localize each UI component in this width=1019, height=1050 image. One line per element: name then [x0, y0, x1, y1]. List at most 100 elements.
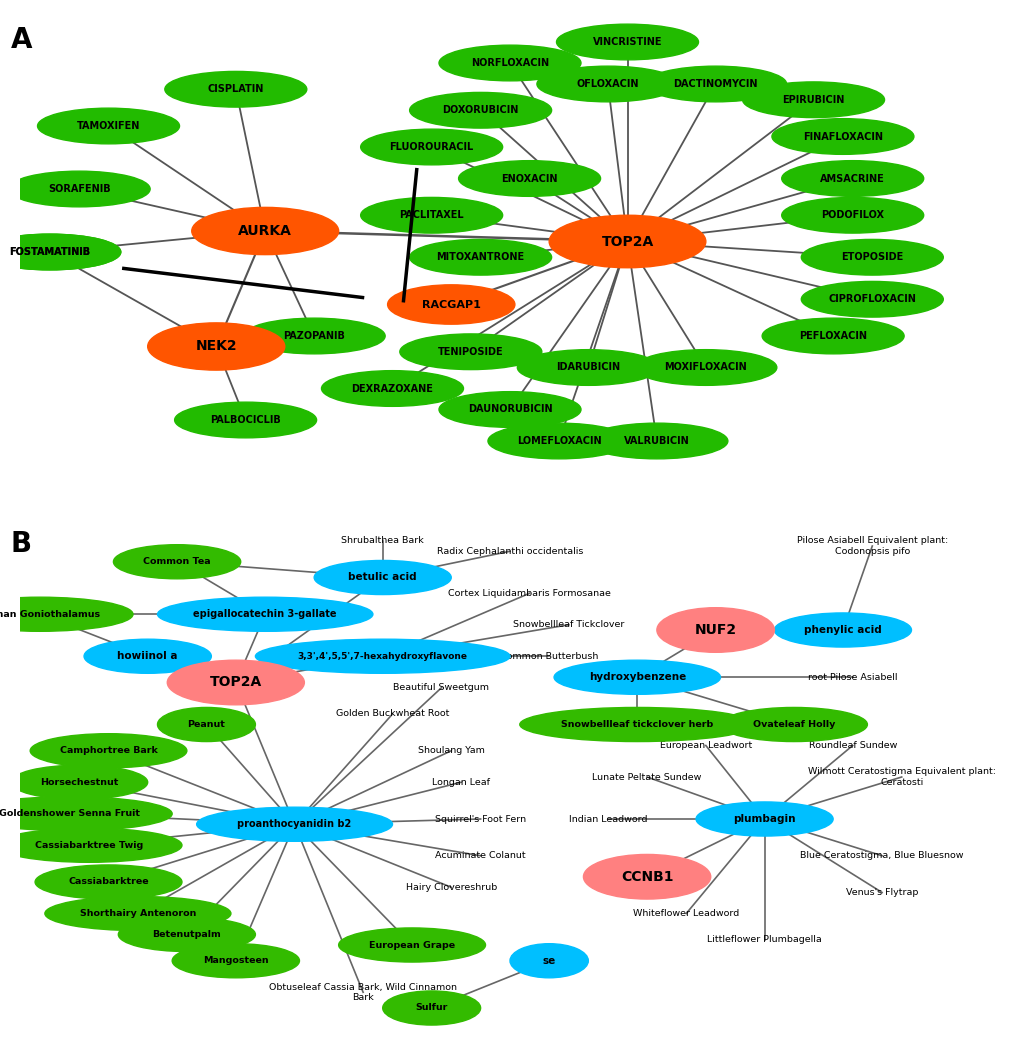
Text: FOSTAMATINIB: FOSTAMATINIB [9, 247, 91, 257]
Text: Lunate Peltate Sundew: Lunate Peltate Sundew [592, 773, 701, 781]
Text: MOXIFLOXACIN: MOXIFLOXACIN [663, 362, 747, 373]
Ellipse shape [399, 334, 541, 370]
Text: plumbagin: plumbagin [733, 814, 795, 824]
Ellipse shape [644, 66, 786, 102]
Text: phenylic acid: phenylic acid [803, 625, 881, 635]
Text: EPIRUBICIN: EPIRUBICIN [782, 94, 844, 105]
Ellipse shape [0, 234, 120, 270]
Text: PEFLOXACIN: PEFLOXACIN [798, 331, 866, 341]
Ellipse shape [31, 734, 186, 768]
Text: NEK2: NEK2 [196, 339, 236, 354]
Ellipse shape [742, 82, 883, 118]
Text: VINCRISTINE: VINCRISTINE [592, 37, 661, 47]
Text: Shorthairy Antenoron: Shorthairy Antenoron [79, 909, 196, 918]
Text: AURKA: AURKA [238, 224, 291, 238]
Text: TOP2A: TOP2A [601, 234, 653, 249]
Ellipse shape [118, 918, 255, 951]
Text: ETOPOSIDE: ETOPOSIDE [841, 252, 903, 262]
Ellipse shape [536, 66, 679, 102]
Ellipse shape [321, 371, 463, 406]
Text: Camphortree Bark: Camphortree Bark [59, 747, 157, 755]
Ellipse shape [148, 323, 284, 371]
Text: Beautiful Sweetgum: Beautiful Sweetgum [393, 684, 489, 692]
Ellipse shape [556, 24, 698, 60]
Text: epigallocatechin 3-gallate: epigallocatechin 3-gallate [194, 609, 336, 620]
Text: PALBOCICLIB: PALBOCICLIB [210, 415, 280, 425]
Text: VALRUBICIN: VALRUBICIN [624, 436, 689, 446]
Text: Hairy Clovereshrub: Hairy Clovereshrub [406, 883, 496, 891]
Ellipse shape [801, 239, 943, 275]
Text: DAUNORUBICIN: DAUNORUBICIN [468, 404, 551, 415]
Ellipse shape [510, 944, 588, 978]
Text: OFLOXACIN: OFLOXACIN [576, 79, 639, 89]
Text: Golden Buckwheat Root: Golden Buckwheat Root [335, 710, 448, 718]
Ellipse shape [438, 45, 581, 81]
Text: TENIPOSIDE: TENIPOSIDE [437, 346, 503, 357]
Text: B: B [10, 530, 32, 559]
Text: root Pilose Asiabell: root Pilose Asiabell [807, 673, 897, 681]
Ellipse shape [761, 318, 903, 354]
Ellipse shape [243, 318, 385, 354]
Text: PAZOPANIB: PAZOPANIB [283, 331, 344, 341]
Ellipse shape [583, 855, 710, 899]
Text: NORFLOXACIN: NORFLOXACIN [471, 58, 548, 68]
Text: Acuminate Colanut: Acuminate Colanut [435, 852, 526, 860]
Ellipse shape [10, 765, 148, 799]
Text: Common Tea: Common Tea [143, 558, 211, 566]
Ellipse shape [174, 402, 316, 438]
Text: Mangosteen: Mangosteen [203, 957, 268, 965]
Ellipse shape [338, 928, 485, 962]
Ellipse shape [192, 208, 338, 255]
Text: RACGAP1: RACGAP1 [422, 299, 480, 310]
Text: Indian Leadword: Indian Leadword [569, 815, 646, 823]
Text: se: se [542, 956, 555, 966]
Text: Peanut: Peanut [187, 720, 225, 729]
Text: SORAFENIB: SORAFENIB [48, 184, 110, 194]
Text: NUF2: NUF2 [694, 623, 736, 637]
Text: Blue Ceratostigma, Blue Bluesnow: Blue Ceratostigma, Blue Bluesnow [800, 852, 963, 860]
Text: Betenutpalm: Betenutpalm [152, 930, 221, 939]
Text: TAMOXIFEN: TAMOXIFEN [76, 121, 140, 131]
Text: DEXRAZOXANE: DEXRAZOXANE [352, 383, 433, 394]
Text: European Leadwort: European Leadwort [659, 741, 751, 750]
Text: LOMEFLOXACIN: LOMEFLOXACIN [517, 436, 600, 446]
Text: Snowbellleaf Tickclover: Snowbellleaf Tickclover [513, 621, 624, 629]
Text: Littleflower Plumbagella: Littleflower Plumbagella [706, 936, 821, 944]
Ellipse shape [382, 991, 480, 1025]
Ellipse shape [84, 639, 211, 673]
Text: DACTINOMYCIN: DACTINOMYCIN [673, 79, 757, 89]
Ellipse shape [773, 613, 911, 647]
Text: PACLITAXEL: PACLITAXEL [399, 210, 464, 220]
Ellipse shape [157, 708, 255, 741]
Text: Horsechestnut: Horsechestnut [40, 778, 118, 786]
Text: hydroxybenzene: hydroxybenzene [588, 672, 685, 682]
Text: AMSACRINE: AMSACRINE [819, 173, 884, 184]
Text: FINAFLOXACIN: FINAFLOXACIN [802, 131, 882, 142]
Text: betulic acid: betulic acid [348, 572, 417, 583]
Text: European Grape: European Grape [369, 941, 454, 949]
Text: DOXORUBICIN: DOXORUBICIN [442, 105, 519, 116]
Ellipse shape [387, 285, 515, 324]
Text: FOSTAMATINIB: FOSTAMATINIB [9, 247, 91, 257]
Ellipse shape [314, 561, 450, 594]
Text: IDARUBICIN: IDARUBICIN [555, 362, 620, 373]
Text: Longan Leaf: Longan Leaf [432, 778, 489, 786]
Text: Shoulang Yam: Shoulang Yam [418, 747, 484, 755]
Ellipse shape [771, 119, 913, 154]
Ellipse shape [8, 171, 150, 207]
Ellipse shape [695, 802, 833, 836]
Text: Shrubalthea Bark: Shrubalthea Bark [341, 537, 424, 545]
Text: Venus's Flytrap: Venus's Flytrap [845, 888, 917, 897]
Ellipse shape [0, 828, 181, 862]
Text: Wilmott Ceratostigma Equivalent plant:
Ceratosti: Wilmott Ceratostigma Equivalent plant: C… [807, 768, 995, 786]
Text: Common Butterbush: Common Butterbush [499, 652, 598, 660]
Ellipse shape [35, 865, 181, 899]
Ellipse shape [781, 197, 923, 233]
Text: CCNB1: CCNB1 [621, 869, 673, 884]
Ellipse shape [548, 215, 705, 268]
Ellipse shape [361, 197, 502, 233]
Text: FLUOROURACIL: FLUOROURACIL [389, 142, 473, 152]
Ellipse shape [361, 129, 502, 165]
Text: Ovateleaf Holly: Ovateleaf Holly [752, 720, 835, 729]
Ellipse shape [165, 71, 307, 107]
